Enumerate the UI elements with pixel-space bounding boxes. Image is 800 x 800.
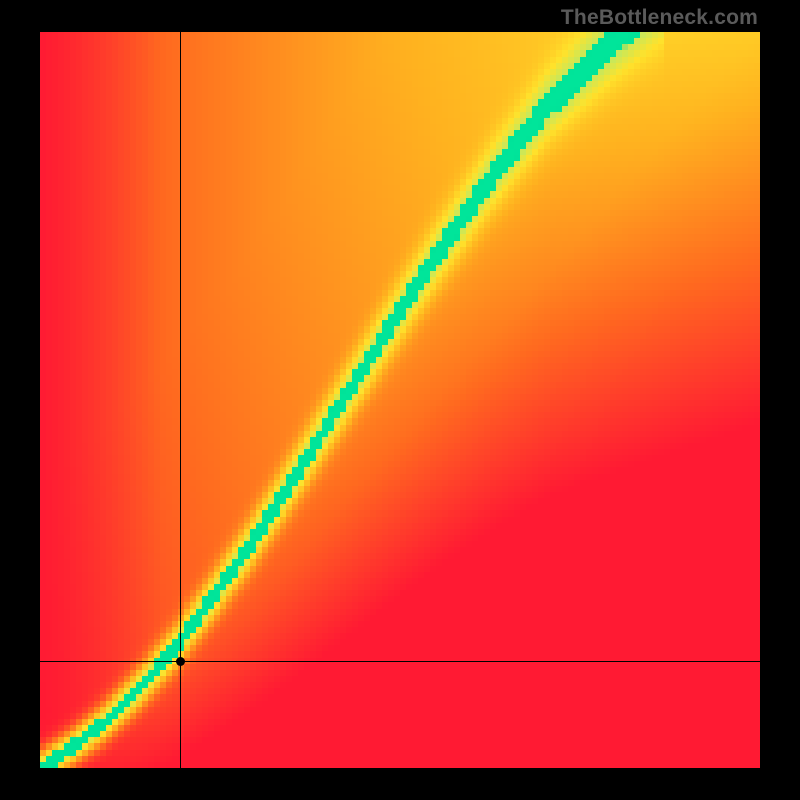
attribution-text: TheBottleneck.com	[561, 6, 758, 30]
chart-frame: TheBottleneck.com	[0, 0, 800, 800]
crosshair-horizontal	[40, 661, 760, 662]
crosshair-marker	[176, 657, 185, 666]
bottleneck-heatmap	[40, 32, 760, 768]
